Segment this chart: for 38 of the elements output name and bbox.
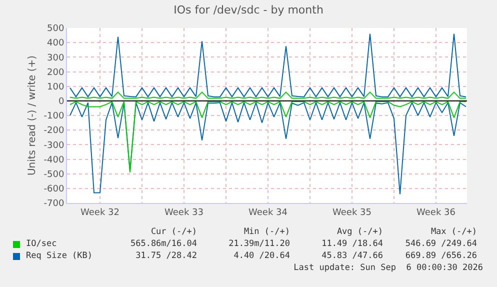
x-tick-label: Week 36 [416, 208, 456, 218]
y-tick-label: 100 [47, 82, 64, 92]
y-tick-label: -600 [44, 184, 64, 195]
x-tick-label: Week 32 [80, 208, 120, 218]
text: 546.69 /249.64 [405, 239, 477, 249]
y-tick-label: -300 [44, 140, 64, 151]
text: 669.89 /656.26 [405, 251, 477, 261]
y-axis-title: Units read (-) / write (+) [26, 55, 38, 176]
legend-label: Req Size (KB) [26, 251, 93, 261]
y-tick-label: -500 [44, 170, 64, 180]
y-tick-label: 500 [47, 24, 64, 34]
line-series [70, 102, 466, 195]
x-tick-label: Week 33 [164, 208, 204, 218]
y-tick-label: -200 [44, 126, 64, 136]
text: 11.49 /18.64 [322, 239, 383, 249]
y-tick-label: -700 [44, 199, 64, 210]
text: 4.40 /20.64 [234, 251, 290, 261]
text: Cur (-/+) [150, 227, 197, 237]
text: 45.83 /47.66 [322, 251, 383, 261]
y-tick-label: 200 [47, 68, 64, 78]
x-tick-label: Week 34 [248, 208, 288, 218]
x-tick-label: Week 35 [332, 208, 372, 218]
y-tick-label: -400 [44, 155, 64, 166]
text: Last update: Sun Sep 6 00:00:30 2026 [294, 263, 483, 273]
y-tick-label: -100 [44, 112, 64, 122]
text: Max (-/+) [430, 227, 477, 237]
text: Avg (-/+) [336, 227, 383, 237]
line-series [70, 101, 466, 173]
text: 565.86m/16.04 [130, 239, 197, 249]
text: 31.75 /28.42 [136, 251, 197, 261]
text: 21.39m/11.20 [228, 239, 290, 249]
chart-title: IOs for /dev/sdc - by month [174, 3, 324, 16]
y-tick-label: 300 [47, 53, 64, 64]
line-series [70, 33, 466, 98]
y-tick-label: 400 [47, 38, 64, 49]
legend-label: IO/sec [26, 239, 57, 249]
text: Min (-/+) [244, 227, 290, 237]
y-tick-label: 0 [58, 97, 64, 108]
